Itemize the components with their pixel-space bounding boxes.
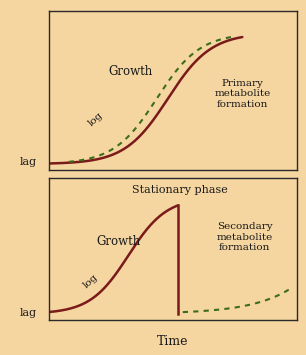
Text: Time: Time bbox=[157, 335, 188, 348]
Text: log: log bbox=[81, 273, 99, 290]
Text: lag: lag bbox=[20, 308, 37, 318]
Text: lag: lag bbox=[20, 157, 37, 167]
Text: Growth: Growth bbox=[96, 235, 140, 248]
Text: Primary
metabolite
formation: Primary metabolite formation bbox=[214, 79, 271, 109]
Text: log: log bbox=[86, 110, 104, 128]
Text: Stationary phase: Stationary phase bbox=[132, 185, 228, 195]
Text: Secondary
metabolite
formation: Secondary metabolite formation bbox=[217, 222, 273, 252]
Text: Growth: Growth bbox=[109, 65, 153, 78]
